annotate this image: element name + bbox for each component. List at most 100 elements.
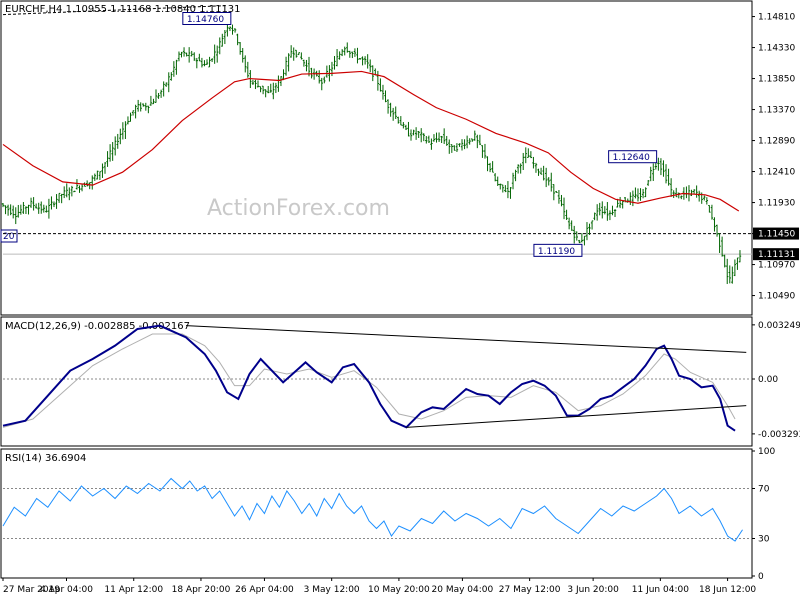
candle [216, 45, 219, 63]
candle [119, 128, 122, 145]
candle [14, 207, 17, 225]
candle [473, 130, 476, 141]
candle [147, 105, 150, 114]
candle [669, 178, 673, 197]
candle [32, 197, 35, 211]
candle [57, 192, 61, 203]
candle [697, 190, 701, 202]
candle [195, 57, 199, 69]
candle [414, 127, 418, 140]
candle [565, 209, 568, 221]
candle [27, 204, 30, 215]
candle [40, 201, 43, 214]
candle [733, 259, 737, 277]
candle [121, 122, 125, 140]
candle [17, 204, 20, 218]
candle [514, 169, 517, 182]
rsi-panel [0, 448, 753, 579]
candle [644, 187, 647, 198]
candle [575, 231, 578, 241]
candle [42, 204, 46, 213]
axis-layer: 1.14810 1.14330 1.13850 1.13370 1.12890 1.124… [2, 13, 800, 595]
candle [233, 28, 237, 33]
candle [208, 56, 211, 68]
candle [238, 42, 242, 55]
macd-panel [0, 316, 753, 447]
candle [348, 50, 352, 58]
candle [259, 86, 262, 93]
candle [631, 190, 635, 207]
candle [652, 163, 655, 181]
candle [353, 48, 357, 57]
candle [723, 254, 726, 268]
candle [481, 145, 484, 158]
candle [221, 33, 224, 47]
candle [736, 257, 739, 270]
candle [292, 47, 295, 61]
candle [562, 197, 566, 220]
price-y-tick-label: 1.13850 [758, 75, 795, 85]
left-edge-tag-box [0, 229, 18, 243]
macd-y-tick-label: 0.00 [758, 375, 778, 385]
candle [261, 85, 265, 95]
candle [399, 116, 403, 126]
candle [218, 37, 221, 55]
candle [363, 56, 367, 65]
candle [708, 205, 711, 213]
candle [307, 56, 311, 77]
candle [358, 58, 362, 60]
candle [149, 95, 153, 106]
candle [297, 52, 301, 56]
candle [75, 179, 79, 190]
candle [463, 139, 466, 150]
candle [578, 239, 581, 244]
annotation-box [182, 12, 232, 25]
candle [384, 90, 387, 103]
candle [381, 84, 385, 100]
candle [45, 205, 48, 213]
candle [6, 204, 10, 216]
candle [420, 128, 423, 143]
candle [639, 188, 642, 201]
candle [493, 173, 497, 182]
candle [713, 217, 716, 232]
candle [96, 170, 99, 180]
candle [690, 189, 693, 197]
candle [573, 225, 576, 244]
rsi-y-tick-label: 30 [758, 535, 770, 545]
candle [19, 204, 23, 215]
candle [667, 168, 670, 186]
macd-signal-line [2, 333, 736, 428]
candle [246, 61, 250, 78]
candle [251, 79, 255, 85]
candle [300, 52, 303, 60]
macd-panel-title: MACD(12,26,9) -0.002885 -0.002167 [5, 321, 190, 332]
candle [85, 180, 89, 187]
candle [274, 82, 278, 94]
candle [154, 89, 158, 103]
rsi-line [2, 477, 743, 542]
candle [170, 72, 173, 81]
macd-trendline [406, 405, 747, 428]
candle [407, 121, 410, 137]
price-y-tick-label: 1.12410 [758, 168, 795, 178]
candle [269, 83, 272, 93]
candle [9, 204, 12, 216]
x-date-label: 18 Jun 12:00 [699, 585, 756, 595]
candle [305, 59, 308, 72]
annotation-box [533, 243, 583, 257]
candle [241, 48, 244, 63]
candle [361, 56, 364, 66]
x-date-label: 11 Jun 04:00 [632, 585, 689, 595]
candle [391, 107, 395, 121]
candle [228, 26, 232, 32]
candle [427, 135, 431, 143]
candle [547, 177, 550, 186]
candle [335, 49, 339, 67]
candle [611, 205, 614, 216]
candle [302, 59, 306, 67]
rsi-panel-title: RSI(14) 36.6904 [5, 453, 86, 464]
candle [527, 148, 530, 158]
candle [185, 52, 188, 57]
candle [50, 196, 53, 210]
